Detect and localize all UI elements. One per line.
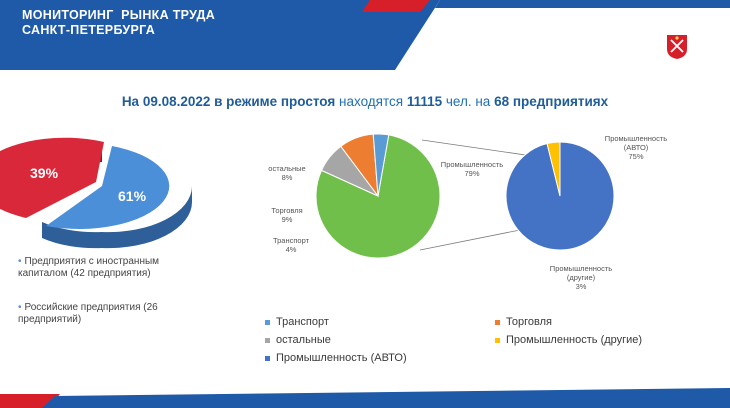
sector-pie-slice-transport — [372, 133, 390, 197]
note-foreign-text: Предприятия с иностранным капиталом (42 … — [18, 256, 160, 279]
headline-unit: чел. на — [442, 94, 495, 109]
ownership-pie-label-russian: 39% — [30, 165, 59, 181]
note-russian: • Российские предприятия (26 предприятий) — [18, 302, 188, 326]
ownership-pie-side-blue — [42, 186, 193, 249]
header-title: МОНИТОРИНГ РЫНКА ТРУДА САНКТ-ПЕТЕРБУРГА — [22, 8, 215, 38]
legend-item-industry-other: Промышленность (другие) — [495, 334, 642, 346]
industry-label-other: Промышленность (другие) 3% — [536, 264, 626, 291]
sector-label-other-value: 8% — [281, 173, 293, 182]
coat-of-arms-icon — [667, 35, 687, 59]
legend-label: Торговля — [506, 316, 552, 328]
headline-count: 11115 — [406, 94, 443, 109]
ownership-pie — [0, 137, 193, 249]
sector-label-other: остальные 8% — [262, 164, 312, 182]
industry-label-auto-value: 75% — [628, 152, 644, 161]
connector-line-bottom — [419, 229, 521, 251]
legend-swatch — [495, 337, 500, 343]
sector-label-industry-value: 79% — [464, 169, 480, 178]
note-foreign: • Предприятия с иностранным капиталом (42… — [18, 256, 188, 280]
headline: На 09.08.2022 в режиме простоя находятся… — [0, 94, 730, 109]
headline-prefix: На 09.08.2022 в режиме простоя — [121, 94, 336, 109]
sector-label-industry: Промышленность 79% — [432, 160, 512, 178]
legend-swatch — [495, 319, 500, 325]
legend-swatch — [265, 319, 270, 325]
legend-item-transport: Транспорт — [265, 316, 329, 328]
legend-item-trade: Торговля — [495, 316, 552, 328]
sector-label-trade-name: Торговля — [271, 206, 303, 215]
ownership-pie-label-foreign: 61% — [118, 188, 147, 204]
sector-label-transport-name: Транспорт — [272, 236, 310, 245]
ownership-pie-slice-foreign — [46, 146, 170, 229]
headline-companies: 68 предприятиях — [494, 94, 609, 109]
sector-pie — [315, 133, 441, 259]
industry-label-auto: Промышленность (АВТО) 75% — [598, 134, 674, 161]
industry-pie — [505, 141, 615, 251]
bullet-icon: • — [18, 302, 22, 313]
headline-middle: находятся — [335, 94, 407, 109]
ownership-pie-slice-russian — [0, 137, 104, 218]
legend-label: Транспорт — [276, 316, 329, 328]
industry-label-auto-name: Промышленность (АВТО) — [604, 134, 668, 152]
bullet-icon: • — [18, 256, 22, 267]
industry-label-other-name: Промышленность (другие) — [549, 264, 613, 282]
header-title-line2: САНКТ-ПЕТЕРБУРГА — [22, 23, 156, 37]
sector-label-industry-name: Промышленность — [440, 160, 504, 169]
header-title-line1: МОНИТОРИНГ РЫНКА ТРУДА — [22, 8, 216, 22]
industry-pie-slice-other — [546, 141, 561, 197]
legend-swatch — [265, 337, 270, 343]
note-russian-text: Российские предприятия (26 предприятий) — [18, 302, 158, 325]
sector-label-trade-value: 9% — [281, 215, 293, 224]
footer-banner — [0, 388, 730, 408]
legend-label: Промышленность (другие) — [506, 334, 643, 346]
legend-label: Промышленность (АВТО) — [276, 352, 407, 364]
industry-label-other-value: 3% — [575, 282, 587, 291]
legend-label: остальные — [276, 334, 331, 346]
legend-swatch — [265, 355, 270, 361]
sector-label-transport: Транспорт 4% — [266, 236, 316, 254]
legend-item-industry-auto: Промышленность (АВТО) — [265, 352, 407, 364]
legend-item-other: остальные — [265, 334, 331, 346]
sector-label-trade: Торговля 9% — [262, 206, 312, 224]
sector-label-other-name: остальные — [268, 164, 306, 173]
header-banner — [0, 0, 730, 70]
sector-label-transport-value: 4% — [285, 245, 297, 254]
